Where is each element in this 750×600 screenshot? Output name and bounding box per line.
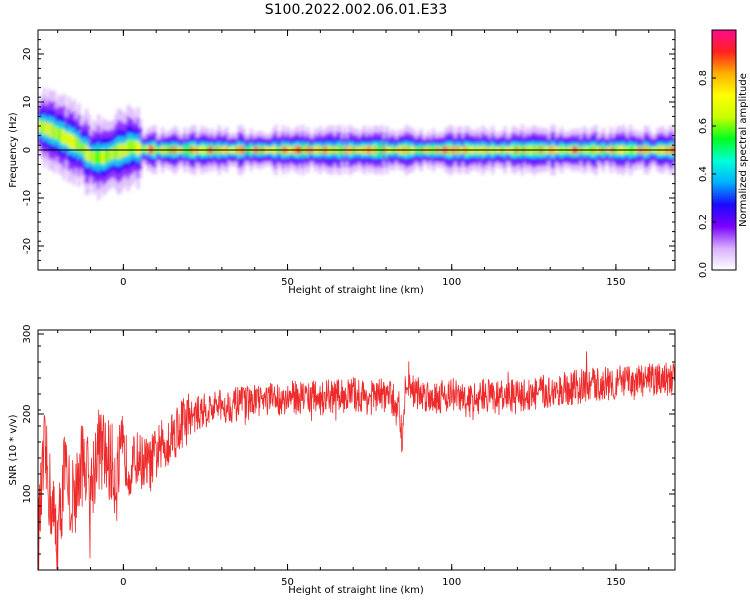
snr-x-label: Height of straight line (km) [288, 585, 424, 596]
spectrogram-panel: 0 50 100 150 -20 -10 0 10 20 Height of straight … [8, 29, 676, 296]
spectrogram-cell [47, 122, 52, 137]
spectrogram-cell [102, 150, 106, 165]
spectrogram-cell [143, 146, 148, 153]
spectrogram-cell [92, 150, 96, 164]
x-tick-label: 50 [281, 577, 294, 588]
spectrogram-cell [65, 133, 69, 144]
colorbar-tick-label: 0.2 [698, 214, 709, 230]
spectrogram-cell [99, 151, 103, 164]
spectrogram-cell [111, 147, 116, 160]
y-tick-label: 20 [22, 48, 33, 61]
y-tick-label: -20 [22, 238, 33, 254]
x-tick-label: 100 [442, 277, 461, 288]
y-tick-label: -10 [22, 190, 33, 206]
y-tick-label: 100 [22, 484, 33, 503]
x-tick-label: 100 [442, 577, 461, 588]
spectrogram-cell [109, 148, 113, 161]
spectrogram-x-label: Height of straight line (km) [288, 285, 424, 296]
spectrogram-cell [104, 150, 108, 164]
x-tick-label: 50 [281, 277, 294, 288]
spectrogram-cell [146, 145, 150, 154]
snr-y-label: SNR (10 * v/v) [8, 414, 19, 485]
spectrogram-cell [50, 123, 54, 138]
spectrogram-cell [67, 131, 71, 148]
spectrogram-cell [141, 146, 145, 152]
spectrogram-cell [77, 137, 81, 153]
spectrogram-cell [87, 146, 91, 162]
spectrogram-cell [55, 126, 59, 140]
y-tick-label: 200 [22, 404, 33, 423]
y-tick-label: 0 [22, 147, 33, 153]
colorbar-tick-label: 0.6 [698, 118, 709, 134]
colorbar-gradient [712, 30, 736, 270]
x-tick-label: 0 [120, 577, 126, 588]
figure-title: S100.2022.002.06.01.E33 [265, 2, 448, 18]
spectrogram-cell [114, 145, 118, 160]
spectrogram-cell [129, 139, 133, 154]
spectrogram-cell [119, 143, 123, 159]
spectrogram-cell [60, 128, 64, 143]
colorbar: 0.0 0.2 0.4 0.6 0.8 Normalized spectral ampl… [698, 29, 749, 278]
spectrogram-ticks: 0 50 100 150 -20 -10 0 10 20 [22, 29, 675, 288]
colorbar-ticks: 0.0 0.2 0.4 0.6 0.8 [698, 70, 716, 278]
spectrogram-cell [136, 140, 140, 156]
spectrogram-cell [74, 137, 79, 150]
spectrogram-y-label: Frequency (Hz) [8, 112, 19, 188]
snr-series-line [38, 351, 675, 570]
snr-panel: 0 50 100 150 100 200 300 Height of straight li… [8, 324, 676, 596]
spectrogram-cell [70, 134, 74, 149]
spectrogram-cell [45, 122, 49, 135]
y-tick-label: 10 [22, 96, 33, 109]
spectrogram-cell [134, 141, 138, 154]
snr-frame [37, 329, 676, 571]
spectrogram-cell [79, 141, 84, 153]
spectrogram-cell [42, 120, 47, 136]
colorbar-tick-label: 0.8 [698, 70, 709, 86]
spectrogram-cell [126, 140, 130, 156]
x-tick-label: 0 [120, 277, 126, 288]
spectral-energy [38, 88, 675, 201]
spectrogram-cell [40, 121, 44, 133]
spectrogram-cell [84, 144, 89, 160]
y-tick-label: 300 [22, 324, 33, 343]
spectrogram-image [38, 88, 675, 201]
spectrogram-cell [106, 149, 111, 162]
colorbar-tick-label: 0.4 [698, 166, 709, 182]
spectrogram-cell [94, 150, 98, 164]
spectrogram-cell [57, 127, 61, 142]
snr-ticks: 0 50 100 150 100 200 300 [22, 324, 675, 588]
spectrogram-cell [89, 151, 93, 162]
spectrogram-cell [97, 149, 101, 165]
colorbar-frame [711, 29, 737, 271]
spectrogram-cell [52, 124, 57, 140]
colorbar-label: Normalized spectral amplitude [738, 73, 749, 227]
spectrogram-cell [131, 139, 135, 154]
spectrogram-cell [116, 143, 121, 160]
spectrogram-cell [62, 129, 66, 145]
x-tick-label: 150 [606, 277, 625, 288]
colorbar-tick-label: 0.0 [698, 262, 709, 278]
x-tick-label: 150 [606, 577, 625, 588]
spectrogram-cell [72, 134, 76, 151]
spectrogram-cell [138, 143, 143, 155]
